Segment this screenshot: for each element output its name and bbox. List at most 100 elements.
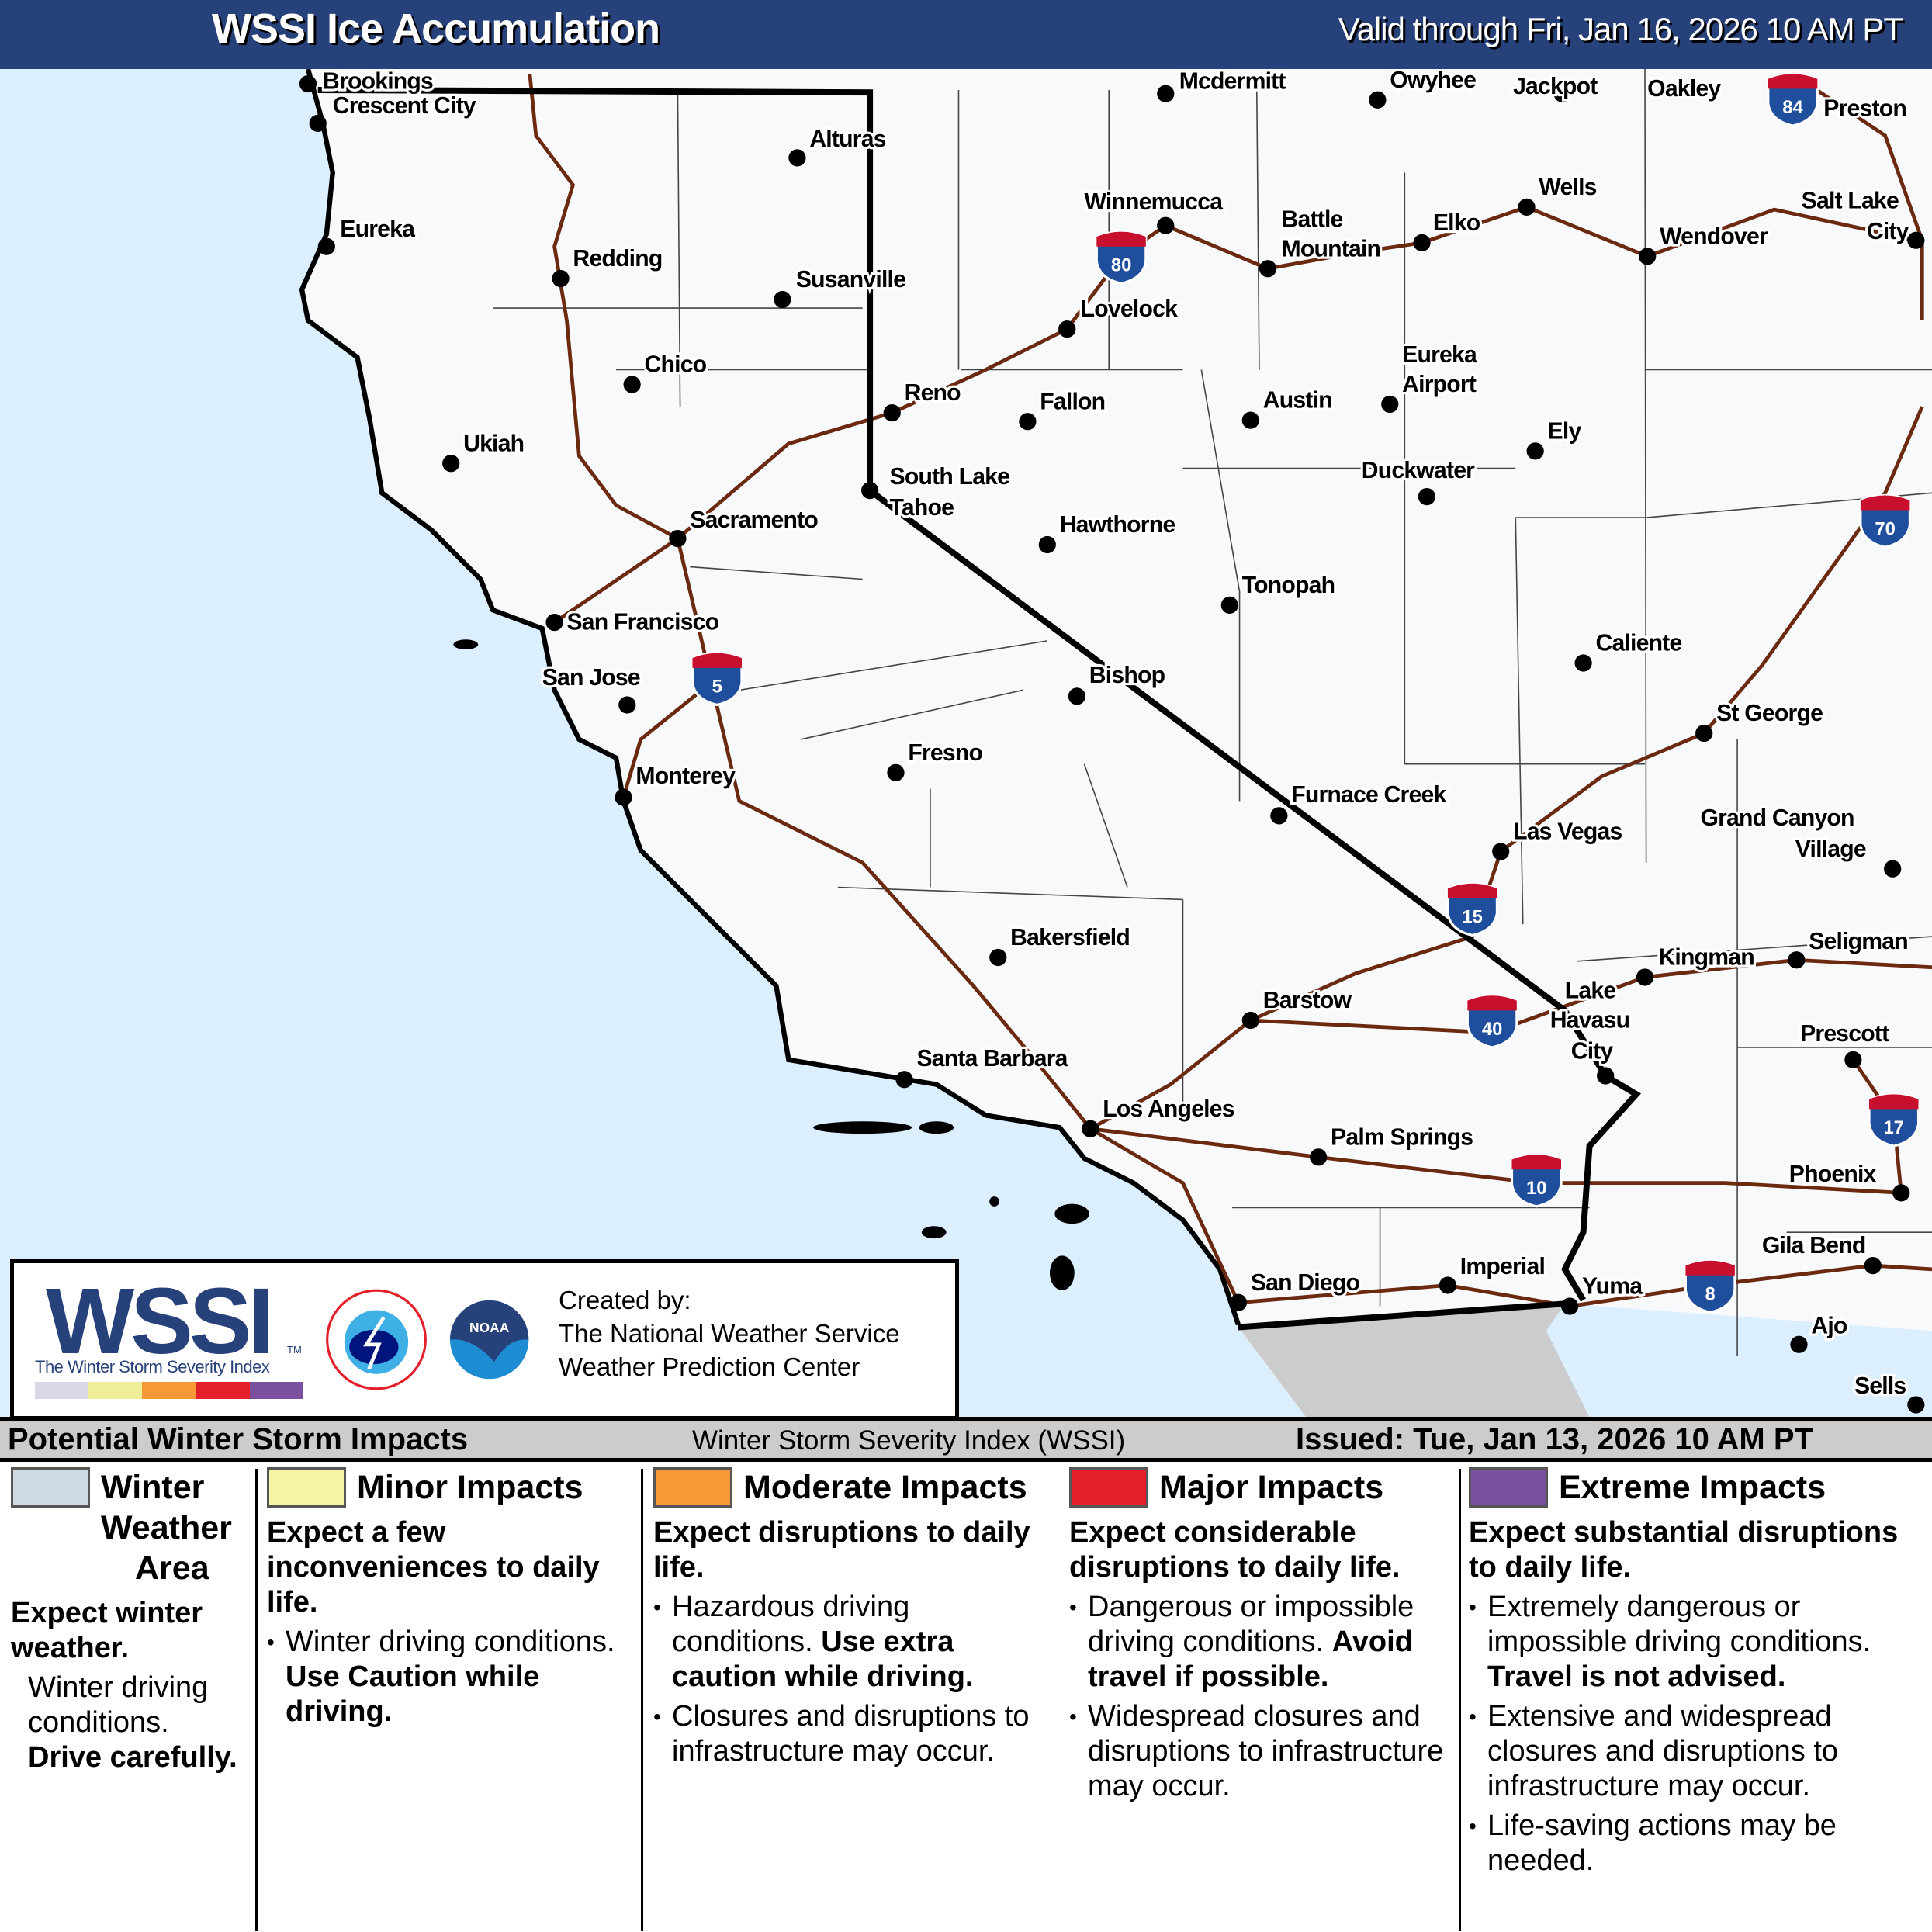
city-label: Redding <box>573 246 662 272</box>
city-dot <box>1157 85 1175 102</box>
city-dot <box>623 376 641 393</box>
nws-seal-icon <box>326 1289 427 1390</box>
city-dot <box>552 269 570 288</box>
city-label: Seligman <box>1809 929 1908 954</box>
category-headline: Expect substantial disruptions to daily … <box>1469 1516 1899 1584</box>
interstate-shield-icon: 17 <box>1868 1092 1920 1148</box>
scale-swatch <box>35 1382 89 1399</box>
city-dot <box>442 455 460 473</box>
legend-title: Potential Winter Storm Impacts <box>8 1422 469 1456</box>
city-label: Lake <box>1565 978 1616 1003</box>
city-label: Salt Lake <box>1802 188 1899 213</box>
interstate-shield-icon: 5 <box>691 652 743 707</box>
category-major: Major Impacts Expect considerable disrup… <box>1069 1467 1452 1804</box>
city-label: Havasu <box>1550 1008 1630 1034</box>
category-bullet: Extremely dangerous or impossible drivin… <box>1469 1590 1927 1695</box>
city-label: Lovelock <box>1081 296 1178 322</box>
city-dot <box>1369 91 1387 109</box>
valid-through: Valid through Fri, Jan 16, 2026 10 AM PT <box>1338 11 1903 47</box>
city-dot <box>1844 1051 1862 1068</box>
city-label: Susanville <box>796 267 905 293</box>
scale-swatch <box>249 1382 304 1399</box>
category-name: Winter Weather Area <box>101 1469 232 1587</box>
severity-color-bar <box>35 1382 304 1399</box>
city-label: Santa Barbara <box>916 1046 1068 1072</box>
org-wpc: Weather Prediction Center <box>559 1352 860 1381</box>
city-label: Reno <box>905 380 961 406</box>
svg-text:40: 40 <box>1482 1019 1502 1040</box>
city-dot <box>1574 654 1592 672</box>
credit-box: WSSI TM The Winter Storm Severity Index … <box>10 1259 959 1420</box>
city-label: Elko <box>1433 210 1480 236</box>
category-name: Moderate Impacts <box>743 1469 1027 1506</box>
city-dot <box>1907 1396 1925 1414</box>
city-dot <box>1270 807 1288 825</box>
interstate-shield-icon: 15 <box>1446 882 1499 937</box>
city-label: Yuma <box>1582 1274 1643 1300</box>
city-label: Tonopah <box>1242 573 1335 598</box>
city-dot <box>1639 248 1657 265</box>
city-label: Eureka <box>1402 342 1477 368</box>
interstate-shield-icon: 8 <box>1684 1259 1736 1314</box>
svg-text:15: 15 <box>1462 907 1482 928</box>
divider <box>255 1469 258 1931</box>
city-dot <box>1418 487 1436 506</box>
city-dot <box>317 237 335 255</box>
city-dot <box>1695 724 1713 743</box>
city-label: City <box>1867 219 1909 244</box>
legend-header: Potential Winter Storm Impacts Winter St… <box>0 1421 1932 1462</box>
city-label: Mountain <box>1282 236 1381 261</box>
map-title: WSSI Ice Accumulation <box>212 5 660 52</box>
wssi-subtitle: The Winter Storm Severity Index <box>35 1357 270 1376</box>
agency-seals: NOAA <box>326 1289 538 1390</box>
interstate-shield-icon: 40 <box>1466 994 1518 1049</box>
city-dot <box>895 1071 913 1089</box>
city-label: Alturas <box>809 126 885 152</box>
city-label: Phoenix <box>1789 1162 1877 1187</box>
city-label: Imperial <box>1460 1254 1545 1279</box>
city-label: Chico <box>645 352 707 378</box>
city-label: Eureka <box>340 216 415 242</box>
city-dot <box>1241 411 1259 429</box>
category-headline: Expect disruptions to daily life. <box>653 1516 1030 1584</box>
scale-swatch <box>88 1382 143 1399</box>
city-label: Bakersfield <box>1010 925 1130 950</box>
svg-text:8: 8 <box>1705 1284 1716 1305</box>
city-label: Caliente <box>1595 631 1681 656</box>
city-label: San Jose <box>542 665 640 691</box>
city-dot <box>1526 442 1544 460</box>
noaa-seal-icon: NOAA <box>440 1290 538 1389</box>
city-label: Ely <box>1548 418 1582 444</box>
svg-text:70: 70 <box>1875 518 1895 539</box>
city-dot <box>1788 951 1806 969</box>
category-winter-weather: Winter Weather Area Expect winter weather.… <box>11 1467 251 1775</box>
svg-text:5: 5 <box>712 677 722 698</box>
city-label: Palm Springs <box>1331 1124 1473 1150</box>
city-label: Winnemucca <box>1084 189 1223 215</box>
scale-swatch <box>142 1382 196 1399</box>
city-dot <box>1492 843 1510 860</box>
county-lines <box>493 69 1932 1356</box>
city-dot <box>299 74 317 93</box>
city-dot <box>1553 85 1571 102</box>
category-bullet: Life-saving actions may be needed. <box>1469 1809 1927 1878</box>
city-label: Ajo <box>1811 1313 1847 1338</box>
category-bullet: Winter driving conditions. Use Caution w… <box>267 1625 636 1729</box>
city-label: Preston <box>1823 95 1906 121</box>
impact-legend: Potential Winter Storm Impacts Winter St… <box>0 1417 1932 1932</box>
city-label: Kingman <box>1658 945 1754 971</box>
category-name: Minor Impacts <box>357 1469 583 1506</box>
city-dot <box>1864 1256 1882 1275</box>
islands <box>453 639 1089 1290</box>
city-label: Fallon <box>1040 389 1105 414</box>
city-dot <box>1892 1184 1910 1202</box>
city-dot <box>1241 1011 1259 1030</box>
city-label: City <box>1571 1038 1614 1064</box>
category-bullet: Hazardous driving conditions. Use extra … <box>653 1590 1054 1695</box>
city-dot <box>618 696 636 714</box>
city-label: Prescott <box>1800 1021 1889 1047</box>
svg-text:80: 80 <box>1111 254 1131 275</box>
city-label: Duckwater <box>1362 458 1475 483</box>
city-dot <box>1636 968 1654 986</box>
